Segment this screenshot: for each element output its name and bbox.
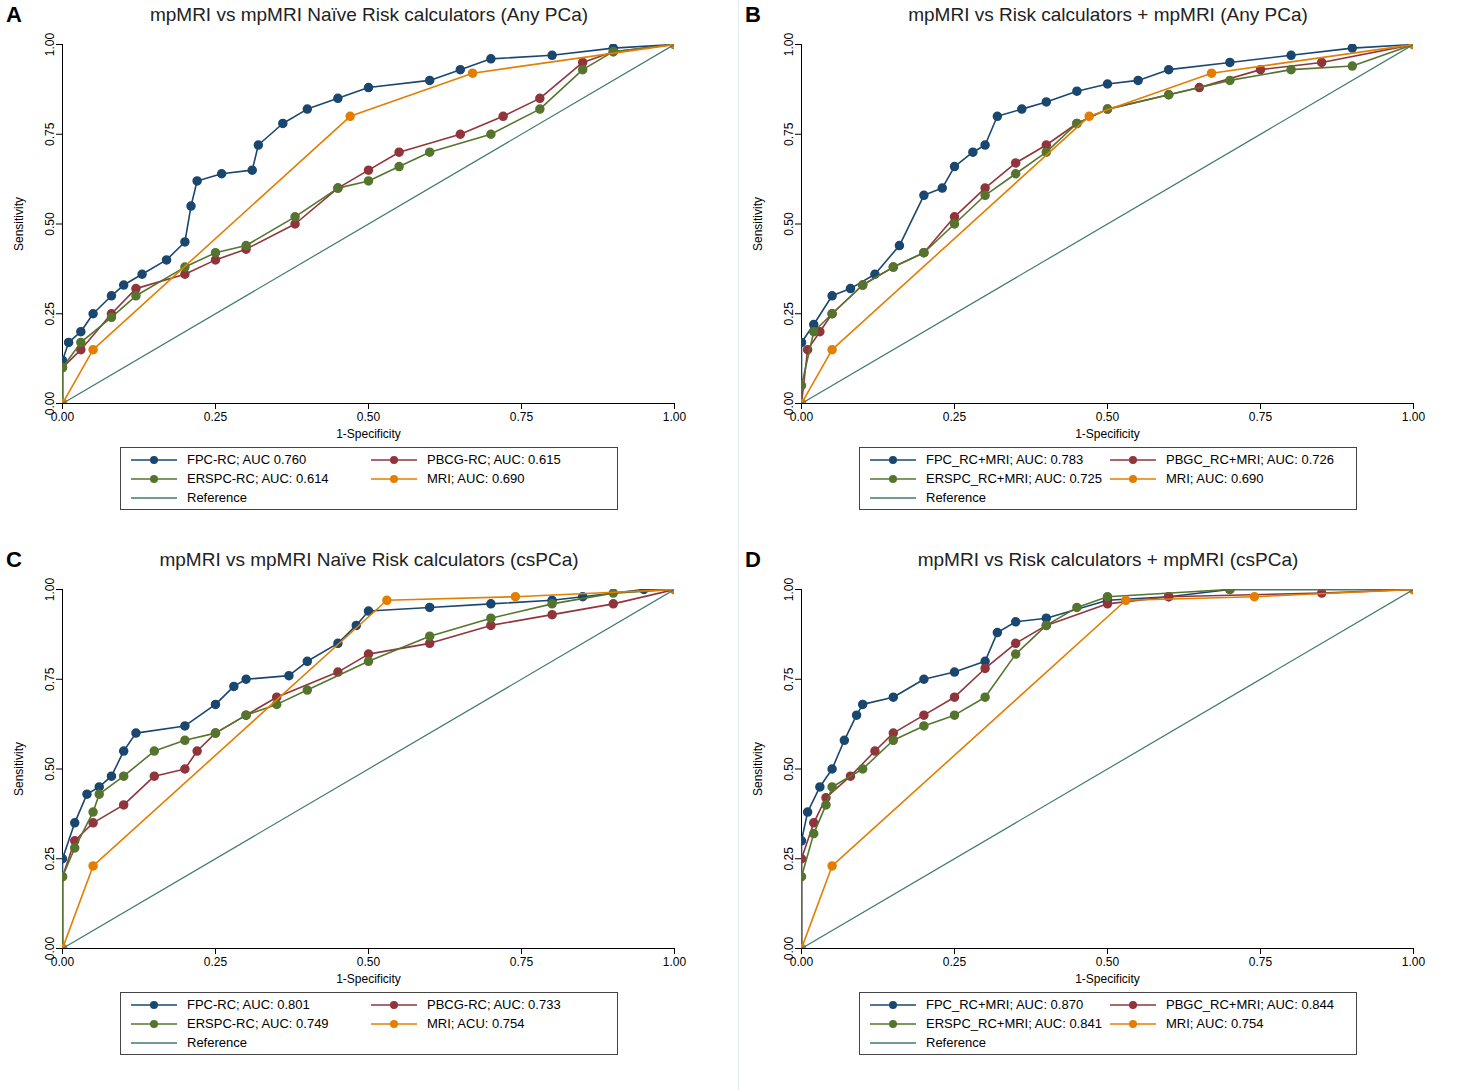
svg-text:0.00: 0.00 (790, 955, 814, 969)
html-text:PBGC_RC+MRI; AUC: 0.844: PBGC_RC+MRI; AUC: 0.844 (1166, 997, 1334, 1012)
svg-text:0.50: 0.50 (782, 212, 796, 236)
html-text:FPC_RC+MRI; AUC: 0.783: FPC_RC+MRI; AUC: 0.783 (926, 452, 1084, 467)
svg-text:0.00: 0.00 (42, 936, 57, 961)
svg-text:1.00: 1.00 (1402, 955, 1426, 969)
svg-text:1.00: 1.00 (43, 577, 57, 601)
html-text:mpMRI vs Risk calculators + mp: mpMRI vs Risk calculators + mpMRI (csPCa… (917, 549, 1299, 570)
html-text:MRI; AUC: 0.690: MRI; AUC: 0.690 (427, 471, 525, 486)
html-text:A: A (6, 2, 22, 27)
html-text:mpMRI vs mpMRI Naïve Risk calc: mpMRI vs mpMRI Naïve Risk calculators (c… (159, 549, 579, 570)
html-text:mpMRI vs mpMRI Naïve Risk calc: mpMRI vs mpMRI Naïve Risk calculators (A… (149, 4, 589, 25)
svg-text:0.25: 0.25 (943, 955, 967, 969)
html-text:MRI; AUC: 0.754: MRI; AUC: 0.754 (1166, 1016, 1264, 1031)
svg-text:0.50: 0.50 (782, 757, 796, 781)
html-text:Reference: Reference (926, 1035, 986, 1050)
svg-text:1.00: 1.00 (663, 410, 687, 424)
svg-text:0.25: 0.25 (782, 302, 796, 326)
svg-text:0.50: 0.50 (43, 212, 57, 236)
svg-text:0.00: 0.00 (781, 936, 796, 961)
svg-text:0.00: 0.00 (42, 391, 57, 416)
html-text:ERSPC-RC; AUC: 0.749: ERSPC-RC; AUC: 0.749 (187, 1016, 329, 1031)
svg-text:0.50: 0.50 (1096, 955, 1120, 969)
svg-text:0.00: 0.00 (790, 410, 814, 424)
svg-text:0.75: 0.75 (510, 410, 534, 424)
html-text:MRI; AUC: 0.690: MRI; AUC: 0.690 (1166, 471, 1264, 486)
svg-text:0.25: 0.25 (943, 410, 967, 424)
html-text:PBGC_RC+MRI; AUC: 0.726: PBGC_RC+MRI; AUC: 0.726 (1166, 452, 1334, 467)
svg-text:Sensitivity: Sensitivity (12, 742, 26, 796)
svg-text:0.25: 0.25 (43, 847, 57, 871)
svg-text:0.00: 0.00 (781, 391, 796, 416)
html-text:FPC-RC; AUC 0.760: FPC-RC; AUC 0.760 (187, 452, 307, 467)
svg-text:0.75: 0.75 (1249, 955, 1273, 969)
html-text:ERSPC-RC; AUC: 0.614: ERSPC-RC; AUC: 0.614 (187, 471, 329, 486)
svg-text:0.75: 0.75 (43, 122, 57, 146)
html-text:D: D (745, 547, 761, 572)
html-text:FPC_RC+MRI; AUC: 0.870: FPC_RC+MRI; AUC: 0.870 (926, 997, 1084, 1012)
svg-text:1.00: 1.00 (1402, 410, 1426, 424)
html-text:B: B (745, 2, 761, 27)
svg-text:0.00: 0.00 (51, 955, 75, 969)
html-text:FPC-RC; AUC: 0.801: FPC-RC; AUC: 0.801 (187, 997, 310, 1012)
svg-text:Sensitivity: Sensitivity (751, 197, 765, 251)
html-text:MRI; ACU: 0.754: MRI; ACU: 0.754 (427, 1016, 525, 1031)
svg-text:1.00: 1.00 (782, 32, 796, 56)
svg-text:1-Specificity: 1-Specificity (336, 427, 401, 441)
svg-text:0.75: 0.75 (782, 667, 796, 691)
svg-text:0.25: 0.25 (782, 847, 796, 871)
html-text:Reference: Reference (187, 1035, 247, 1050)
svg-text:1.00: 1.00 (663, 955, 687, 969)
svg-text:Sensitivity: Sensitivity (12, 197, 26, 251)
svg-text:0.50: 0.50 (357, 410, 381, 424)
svg-text:0.00: 0.00 (51, 410, 75, 424)
svg-text:Sensitivity: Sensitivity (751, 742, 765, 796)
html-text:ERSPC_RC+MRI; AUC: 0.841: ERSPC_RC+MRI; AUC: 0.841 (926, 1016, 1102, 1031)
svg-text:0.75: 0.75 (1249, 410, 1273, 424)
svg-text:0.50: 0.50 (43, 757, 57, 781)
svg-text:0.50: 0.50 (1096, 410, 1120, 424)
html-text:Reference: Reference (926, 490, 986, 505)
svg-text:0.75: 0.75 (43, 667, 57, 691)
svg-text:1-Specificity: 1-Specificity (1075, 972, 1140, 986)
svg-text:0.50: 0.50 (357, 955, 381, 969)
svg-text:0.25: 0.25 (204, 955, 228, 969)
html-text:mpMRI vs Risk calculators + mp: mpMRI vs Risk calculators + mpMRI (Any P… (908, 4, 1308, 25)
html-text:ERSPC_RC+MRI; AUC: 0.725: ERSPC_RC+MRI; AUC: 0.725 (926, 471, 1102, 486)
svg-text:0.25: 0.25 (204, 410, 228, 424)
svg-text:1.00: 1.00 (43, 32, 57, 56)
html-text:PBCG-RC; AUC: 0.615: PBCG-RC; AUC: 0.615 (427, 452, 561, 467)
svg-text:1.00: 1.00 (782, 577, 796, 601)
html-text:PBCG-RC; AUC: 0.733: PBCG-RC; AUC: 0.733 (427, 997, 561, 1012)
svg-text:1-Specificity: 1-Specificity (336, 972, 401, 986)
svg-text:1-Specificity: 1-Specificity (1075, 427, 1140, 441)
svg-text:0.75: 0.75 (510, 955, 534, 969)
html-text:Reference: Reference (187, 490, 247, 505)
html-text:C: C (6, 547, 22, 572)
svg-text:0.75: 0.75 (782, 122, 796, 146)
svg-text:0.25: 0.25 (43, 302, 57, 326)
